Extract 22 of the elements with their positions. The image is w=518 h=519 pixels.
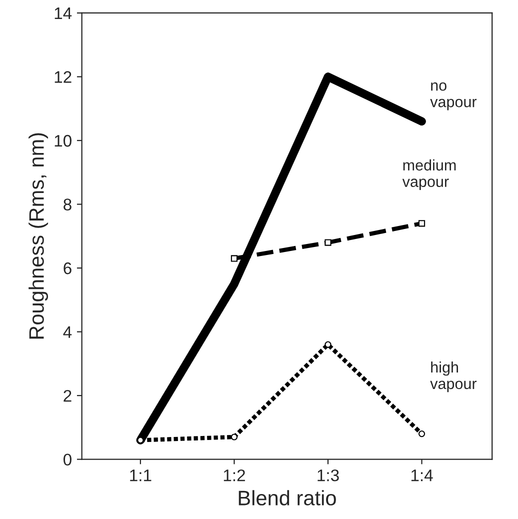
- point: [418, 220, 426, 227]
- point: [418, 430, 426, 438]
- point: [230, 255, 238, 262]
- y-tick-label: 12: [54, 71, 72, 83]
- x-tick-label: 1:1: [130, 470, 152, 482]
- x-tick-label: 1:3: [318, 469, 339, 482]
- y-tick-label: 8: [64, 198, 72, 210]
- y-tick-label: 10: [54, 134, 72, 147]
- y-tick-label: 6: [64, 262, 72, 274]
- y-tick-label: 0: [64, 454, 72, 466]
- text: medium vapour: [402, 159, 456, 190]
- point: [230, 434, 238, 440]
- point: [324, 239, 332, 246]
- x-tick-label: 1:4: [411, 470, 433, 482]
- x-tick-label: 1:2: [224, 469, 245, 482]
- text: high vapour: [430, 361, 477, 392]
- y-tick-label: 4: [63, 326, 72, 338]
- y-tick-label: 2: [64, 390, 72, 402]
- x-axis-title: Blend ratio: [238, 490, 336, 506]
- series-label: no vapour: [430, 82, 477, 110]
- y-axis-title: Roughness (Rms, nm): [28, 133, 48, 339]
- y-tick-label: 14: [54, 8, 72, 20]
